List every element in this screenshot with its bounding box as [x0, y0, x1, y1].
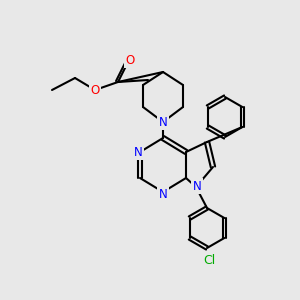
Text: N: N	[159, 188, 167, 200]
Text: N: N	[193, 179, 201, 193]
Text: Cl: Cl	[203, 254, 215, 266]
Text: N: N	[159, 116, 167, 128]
Text: N: N	[134, 146, 142, 158]
Text: O: O	[90, 83, 100, 97]
Text: O: O	[125, 53, 135, 67]
